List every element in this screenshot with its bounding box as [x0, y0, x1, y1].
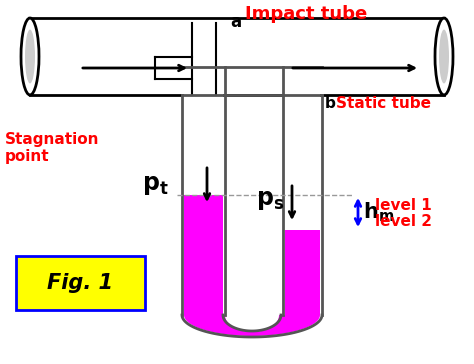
Ellipse shape: [439, 29, 449, 83]
Text: level 2: level 2: [375, 214, 432, 229]
Ellipse shape: [21, 18, 39, 95]
Polygon shape: [184, 195, 223, 315]
Text: a: a: [230, 13, 241, 31]
Polygon shape: [184, 315, 320, 336]
Text: b: b: [325, 95, 336, 111]
Text: level 1: level 1: [375, 198, 432, 213]
Text: $\mathbf{p_s}$: $\mathbf{p_s}$: [256, 188, 284, 212]
Text: Fig. 1: Fig. 1: [47, 273, 113, 293]
Text: Static tube: Static tube: [336, 95, 431, 111]
Text: Impact tube: Impact tube: [245, 5, 367, 23]
Text: $\mathbf{p_t}$: $\mathbf{p_t}$: [142, 173, 168, 197]
Text: $\mathbf{h_m}$: $\mathbf{h_m}$: [363, 201, 394, 224]
Text: Stagnation
point: Stagnation point: [5, 132, 100, 164]
FancyBboxPatch shape: [16, 256, 145, 310]
Polygon shape: [30, 18, 444, 95]
Ellipse shape: [25, 29, 35, 83]
Polygon shape: [285, 68, 320, 230]
Ellipse shape: [435, 18, 453, 95]
Polygon shape: [184, 68, 223, 195]
Polygon shape: [285, 230, 320, 315]
